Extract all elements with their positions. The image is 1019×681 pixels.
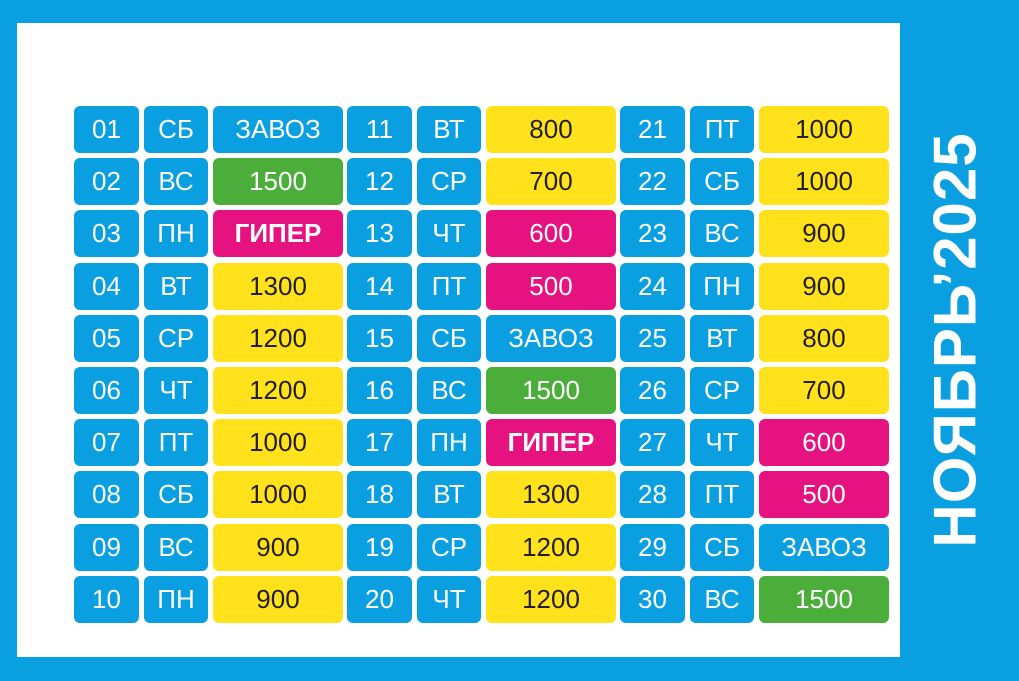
day-value-13: 600 bbox=[486, 210, 616, 258]
day-number-24: 24 bbox=[620, 262, 685, 310]
day-number-23: 23 bbox=[620, 210, 685, 258]
day-of-week-09: ВС bbox=[144, 523, 208, 571]
day-of-week-02: ВС bbox=[144, 158, 208, 206]
day-of-week-14: ПТ bbox=[417, 262, 481, 310]
day-number-11: 11 bbox=[347, 106, 412, 153]
day-value-06: 1200 bbox=[213, 367, 343, 414]
day-number-04: 04 bbox=[74, 262, 139, 310]
day-value-24: 900 bbox=[759, 262, 889, 310]
day-value-16: 1500 bbox=[486, 367, 616, 414]
day-value-15: ЗАВОЗ bbox=[486, 314, 616, 362]
day-of-week-01: СБ bbox=[144, 106, 208, 153]
day-of-week-16: ВС bbox=[417, 367, 481, 414]
day-of-week-29: СБ bbox=[690, 523, 754, 571]
day-value-29: ЗАВОЗ bbox=[759, 523, 889, 571]
day-number-12: 12 bbox=[347, 158, 412, 206]
day-value-26: 700 bbox=[759, 367, 889, 414]
day-value-23: 900 bbox=[759, 210, 889, 258]
day-value-11: 800 bbox=[486, 106, 616, 153]
day-value-01: ЗАВОЗ bbox=[213, 106, 343, 153]
day-value-10: 900 bbox=[213, 575, 343, 623]
day-number-20: 20 bbox=[347, 575, 412, 623]
day-number-27: 27 bbox=[620, 419, 685, 467]
day-of-week-13: ЧТ bbox=[417, 210, 481, 258]
day-of-week-30: ВС bbox=[690, 575, 754, 623]
day-value-25: 800 bbox=[759, 314, 889, 362]
day-of-week-20: ЧТ bbox=[417, 575, 481, 623]
day-of-week-11: ВТ bbox=[417, 106, 481, 153]
day-of-week-15: СБ bbox=[417, 314, 481, 362]
day-value-03: ГИПЕР bbox=[213, 210, 343, 258]
day-number-19: 19 bbox=[347, 523, 412, 571]
day-of-week-07: ПТ bbox=[144, 419, 208, 467]
day-number-08: 08 bbox=[74, 471, 139, 519]
day-of-week-25: ВТ bbox=[690, 314, 754, 362]
day-value-08: 1000 bbox=[213, 471, 343, 519]
day-number-01: 01 bbox=[74, 106, 139, 153]
day-of-week-21: ПТ bbox=[690, 106, 754, 153]
day-of-week-27: ЧТ bbox=[690, 419, 754, 467]
day-value-20: 1200 bbox=[486, 575, 616, 623]
day-value-22: 1000 bbox=[759, 158, 889, 206]
day-of-week-26: СР bbox=[690, 367, 754, 414]
day-value-07: 1000 bbox=[213, 419, 343, 467]
day-number-17: 17 bbox=[347, 419, 412, 467]
day-number-15: 15 bbox=[347, 314, 412, 362]
day-number-03: 03 bbox=[74, 210, 139, 258]
day-number-06: 06 bbox=[74, 367, 139, 414]
day-of-week-18: ВТ bbox=[417, 471, 481, 519]
day-value-12: 700 bbox=[486, 158, 616, 206]
day-of-week-05: СР bbox=[144, 314, 208, 362]
day-value-19: 1200 bbox=[486, 523, 616, 571]
day-value-02: 1500 bbox=[213, 158, 343, 206]
day-number-26: 26 bbox=[620, 367, 685, 414]
day-number-10: 10 bbox=[74, 575, 139, 623]
day-of-week-22: СБ bbox=[690, 158, 754, 206]
day-of-week-03: ПН bbox=[144, 210, 208, 258]
day-value-27: 600 bbox=[759, 419, 889, 467]
day-number-02: 02 bbox=[74, 158, 139, 206]
day-of-week-10: ПН bbox=[144, 575, 208, 623]
day-number-25: 25 bbox=[620, 314, 685, 362]
day-of-week-12: СР bbox=[417, 158, 481, 206]
day-of-week-06: ЧТ bbox=[144, 367, 208, 414]
day-of-week-19: СР bbox=[417, 523, 481, 571]
day-number-05: 05 bbox=[74, 314, 139, 362]
day-of-week-17: ПН bbox=[417, 419, 481, 467]
day-number-22: 22 bbox=[620, 158, 685, 206]
day-number-13: 13 bbox=[347, 210, 412, 258]
day-number-14: 14 bbox=[347, 262, 412, 310]
day-of-week-28: ПТ bbox=[690, 471, 754, 519]
day-value-09: 900 bbox=[213, 523, 343, 571]
day-number-30: 30 bbox=[620, 575, 685, 623]
day-value-05: 1200 bbox=[213, 314, 343, 362]
day-of-week-08: СБ bbox=[144, 471, 208, 519]
day-of-week-23: ВС bbox=[690, 210, 754, 258]
day-number-18: 18 bbox=[347, 471, 412, 519]
day-number-16: 16 bbox=[347, 367, 412, 414]
day-of-week-24: ПН bbox=[690, 262, 754, 310]
day-value-04: 1300 bbox=[213, 262, 343, 310]
day-number-29: 29 bbox=[620, 523, 685, 571]
day-of-week-04: ВТ bbox=[144, 262, 208, 310]
day-value-28: 500 bbox=[759, 471, 889, 519]
day-value-21: 1000 bbox=[759, 106, 889, 153]
month-title: НОЯБРЬ’2025 bbox=[921, 132, 989, 548]
day-value-17: ГИПЕР bbox=[486, 419, 616, 467]
day-value-30: 1500 bbox=[759, 575, 889, 623]
day-value-18: 1300 bbox=[486, 471, 616, 519]
day-number-07: 07 bbox=[74, 419, 139, 467]
day-number-28: 28 bbox=[620, 471, 685, 519]
day-value-14: 500 bbox=[486, 262, 616, 310]
day-number-21: 21 bbox=[620, 106, 685, 153]
day-number-09: 09 bbox=[74, 523, 139, 571]
calendar-panel: 01 СБ ЗАВОЗ 02 ВС 1500 03 ПН ГИПЕР 04 ВТ 1300 05 СР 12… bbox=[17, 23, 900, 657]
